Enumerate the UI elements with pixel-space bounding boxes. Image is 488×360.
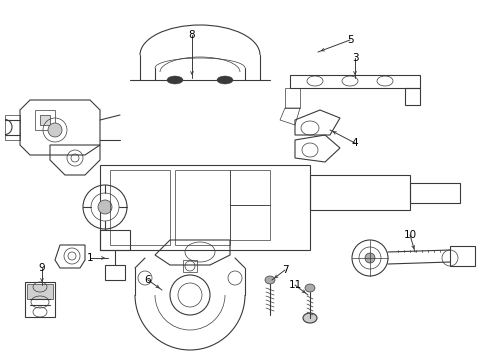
- Bar: [309, 175, 409, 210]
- Text: 9: 9: [39, 263, 45, 273]
- Text: 6: 6: [144, 275, 151, 285]
- Text: 10: 10: [403, 230, 416, 240]
- Text: 8: 8: [188, 30, 195, 40]
- Ellipse shape: [303, 313, 316, 323]
- Text: 4: 4: [351, 138, 358, 148]
- Bar: [105, 265, 125, 280]
- Bar: [110, 170, 170, 245]
- Bar: [229, 170, 269, 205]
- Ellipse shape: [167, 76, 183, 84]
- Ellipse shape: [48, 123, 62, 137]
- Bar: [100, 165, 309, 250]
- Bar: [449, 246, 474, 266]
- Bar: [25, 282, 55, 317]
- Ellipse shape: [217, 76, 232, 84]
- Text: 7: 7: [281, 265, 288, 275]
- Bar: [27, 284, 53, 299]
- Text: 1: 1: [86, 253, 93, 263]
- Bar: [35, 110, 55, 130]
- Bar: [229, 205, 269, 240]
- Text: 11: 11: [288, 280, 301, 290]
- Bar: [183, 260, 197, 272]
- Bar: [175, 170, 229, 245]
- Text: 5: 5: [346, 35, 353, 45]
- Ellipse shape: [364, 253, 374, 263]
- Bar: [409, 183, 459, 203]
- Ellipse shape: [305, 284, 314, 292]
- Ellipse shape: [264, 276, 274, 284]
- Text: 3: 3: [351, 53, 358, 63]
- Ellipse shape: [98, 200, 112, 214]
- Bar: [40, 115, 50, 125]
